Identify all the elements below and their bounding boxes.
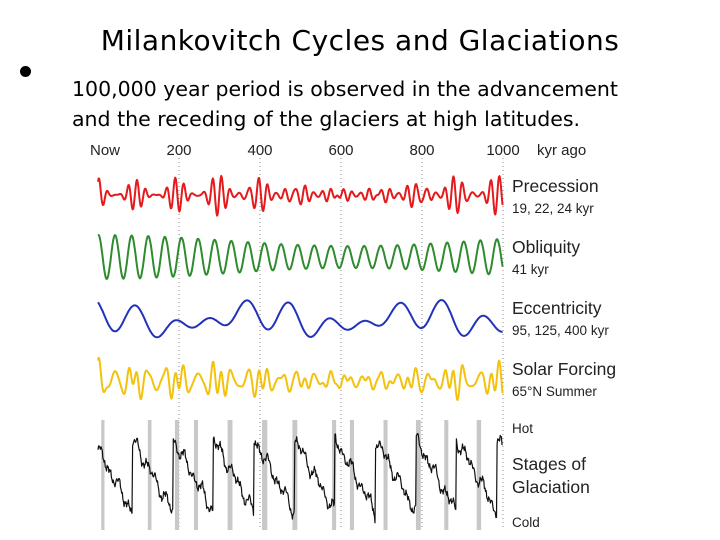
bullet-icon	[20, 66, 31, 77]
eccentricity-curve	[97, 299, 503, 339]
series-label: Precession	[512, 176, 599, 196]
x-tick-label: 600	[328, 142, 353, 159]
bullet-line-2: and the receding of the glaciers at high…	[72, 107, 581, 131]
interglacial-band	[444, 420, 449, 530]
slide-title: Milankovitch Cycles and Glaciations	[100, 24, 620, 57]
glaciation-curve	[97, 432, 503, 524]
interglacial-band	[147, 420, 152, 530]
x-tick-label: 1000	[486, 142, 519, 159]
glaciation-label-line1: Stages of	[512, 454, 586, 474]
interglacial-band	[193, 420, 199, 530]
series-sublabel: 19, 22, 24 kyr	[512, 201, 594, 216]
series-sublabel: 41 kyr	[512, 262, 549, 277]
interglacial-band	[383, 420, 388, 530]
series-label: Obliquity	[512, 237, 580, 257]
hot-label: Hot	[512, 421, 533, 436]
interglacial-band	[349, 420, 354, 530]
interglacial-band	[227, 420, 233, 530]
obliquity-curve	[97, 234, 504, 280]
series-sublabel: 65°N Summer	[512, 384, 597, 399]
series-sublabel: 95, 125, 400 kyr	[512, 323, 609, 338]
interglacial-band	[262, 420, 268, 530]
precession-curve	[97, 174, 504, 217]
glaciation-label-line2: Glaciation	[512, 477, 590, 497]
x-unit-label: kyr ago	[537, 142, 586, 159]
interglacial-band	[101, 420, 105, 530]
series-label: Solar Forcing	[512, 359, 616, 379]
interglacial-band	[174, 420, 179, 530]
x-tick-label: 400	[247, 142, 272, 159]
bullet-text: 100,000 year period is observed in the a…	[72, 74, 692, 134]
interglacial-band	[476, 420, 482, 530]
x-tick-label: 800	[409, 142, 434, 159]
series-label: Eccentricity	[512, 298, 602, 318]
x-tick-label: 200	[166, 142, 191, 159]
interglacial-band	[415, 420, 421, 530]
solar-forcing-curve	[97, 356, 504, 401]
cold-label: Cold	[512, 515, 540, 530]
x-tick-label: Now	[90, 142, 120, 159]
bullet-line-1: 100,000 year period is observed in the a…	[72, 77, 618, 101]
